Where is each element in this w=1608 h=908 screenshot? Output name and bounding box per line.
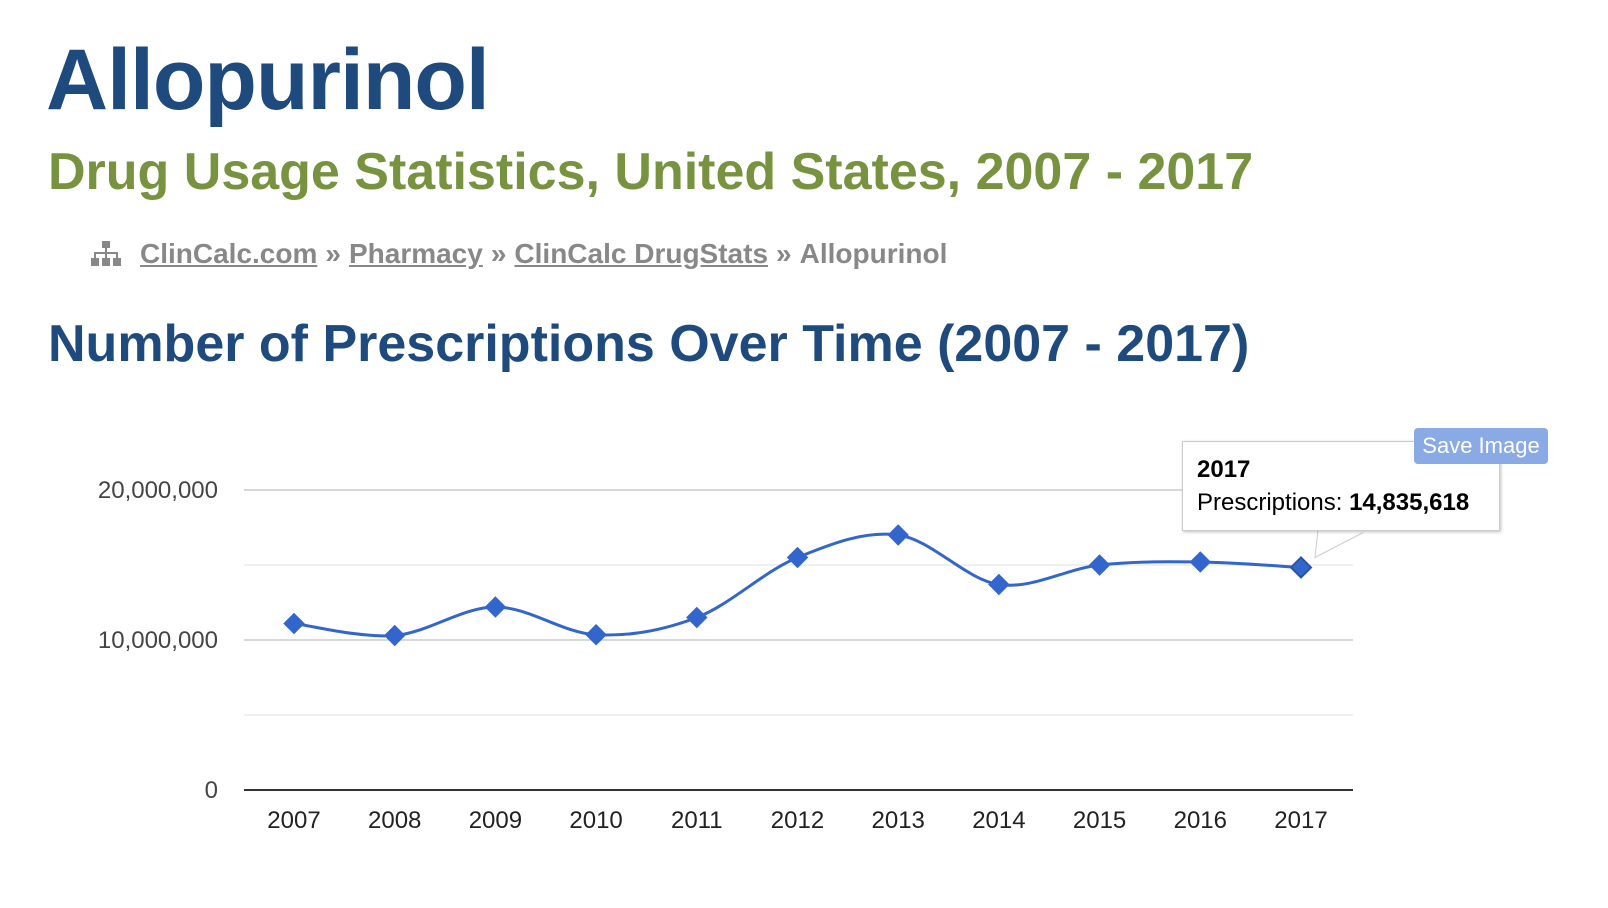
x-tick-label: 2015	[1073, 807, 1126, 834]
data-point-marker	[283, 612, 305, 635]
x-tick-label: 2014	[972, 807, 1025, 834]
breadcrumb-link-clincalc[interactable]: ClinCalc.com	[140, 238, 318, 269]
x-tick-label: 2013	[872, 807, 925, 834]
breadcrumb-separator: »	[490, 238, 507, 269]
tooltip-pointer	[1314, 529, 1369, 559]
data-point-marker	[1289, 556, 1313, 579]
x-tick-label: 2011	[671, 807, 723, 834]
tooltip-year: 2017	[1197, 456, 1251, 483]
data-point-marker	[988, 573, 1010, 596]
data-point-marker	[887, 524, 909, 546]
section-title: Number of Prescriptions Over Time (2007 …	[48, 315, 1250, 373]
x-tick-label: 2017	[1274, 807, 1327, 834]
data-point-marker	[484, 596, 507, 618]
breadcrumb: ClinCalc.com » Pharmacy » ClinCalc DrugS…	[90, 236, 947, 272]
save-image-button[interactable]: Save Image	[1414, 428, 1548, 464]
data-point-marker	[585, 624, 607, 646]
breadcrumb-current: Allopurinol	[799, 238, 948, 269]
x-tick-label: 2016	[1174, 807, 1227, 834]
sitemap-icon	[91, 241, 121, 266]
breadcrumb-link-drugstats[interactable]: ClinCalc DrugStats	[514, 238, 769, 269]
data-point-marker	[1088, 554, 1111, 576]
chart-tooltip: 2017 Prescriptions: 14,835,618	[1182, 441, 1500, 531]
x-tick-label: 2008	[368, 807, 421, 834]
tooltip-line: Prescriptions: 14,835,618	[1197, 486, 1485, 520]
breadcrumb-separator: »	[325, 238, 341, 269]
tooltip-value: 14,835,618	[1349, 489, 1470, 516]
breadcrumb-link-pharmacy[interactable]: Pharmacy	[348, 238, 483, 269]
data-point-marker	[1189, 551, 1212, 573]
breadcrumb-separator: »	[776, 238, 792, 269]
tooltip-label: Prescriptions:	[1197, 489, 1343, 516]
x-tick-label: 2012	[771, 807, 824, 834]
drug-title: Allopurinol	[46, 32, 490, 128]
x-tick-label: 2009	[469, 807, 522, 834]
page-subtitle: Drug Usage Statistics, United States, 20…	[48, 143, 1254, 201]
y-tick-label: 10,000,000	[98, 627, 218, 654]
data-point-marker	[786, 546, 809, 569]
y-tick-label: 20,000,000	[98, 477, 218, 504]
x-tick-label: 2007	[267, 807, 320, 834]
data-point-marker	[686, 606, 708, 629]
data-point-marker	[383, 624, 406, 647]
y-tick-label: 0	[205, 777, 218, 804]
x-tick-label: 2010	[569, 807, 622, 834]
